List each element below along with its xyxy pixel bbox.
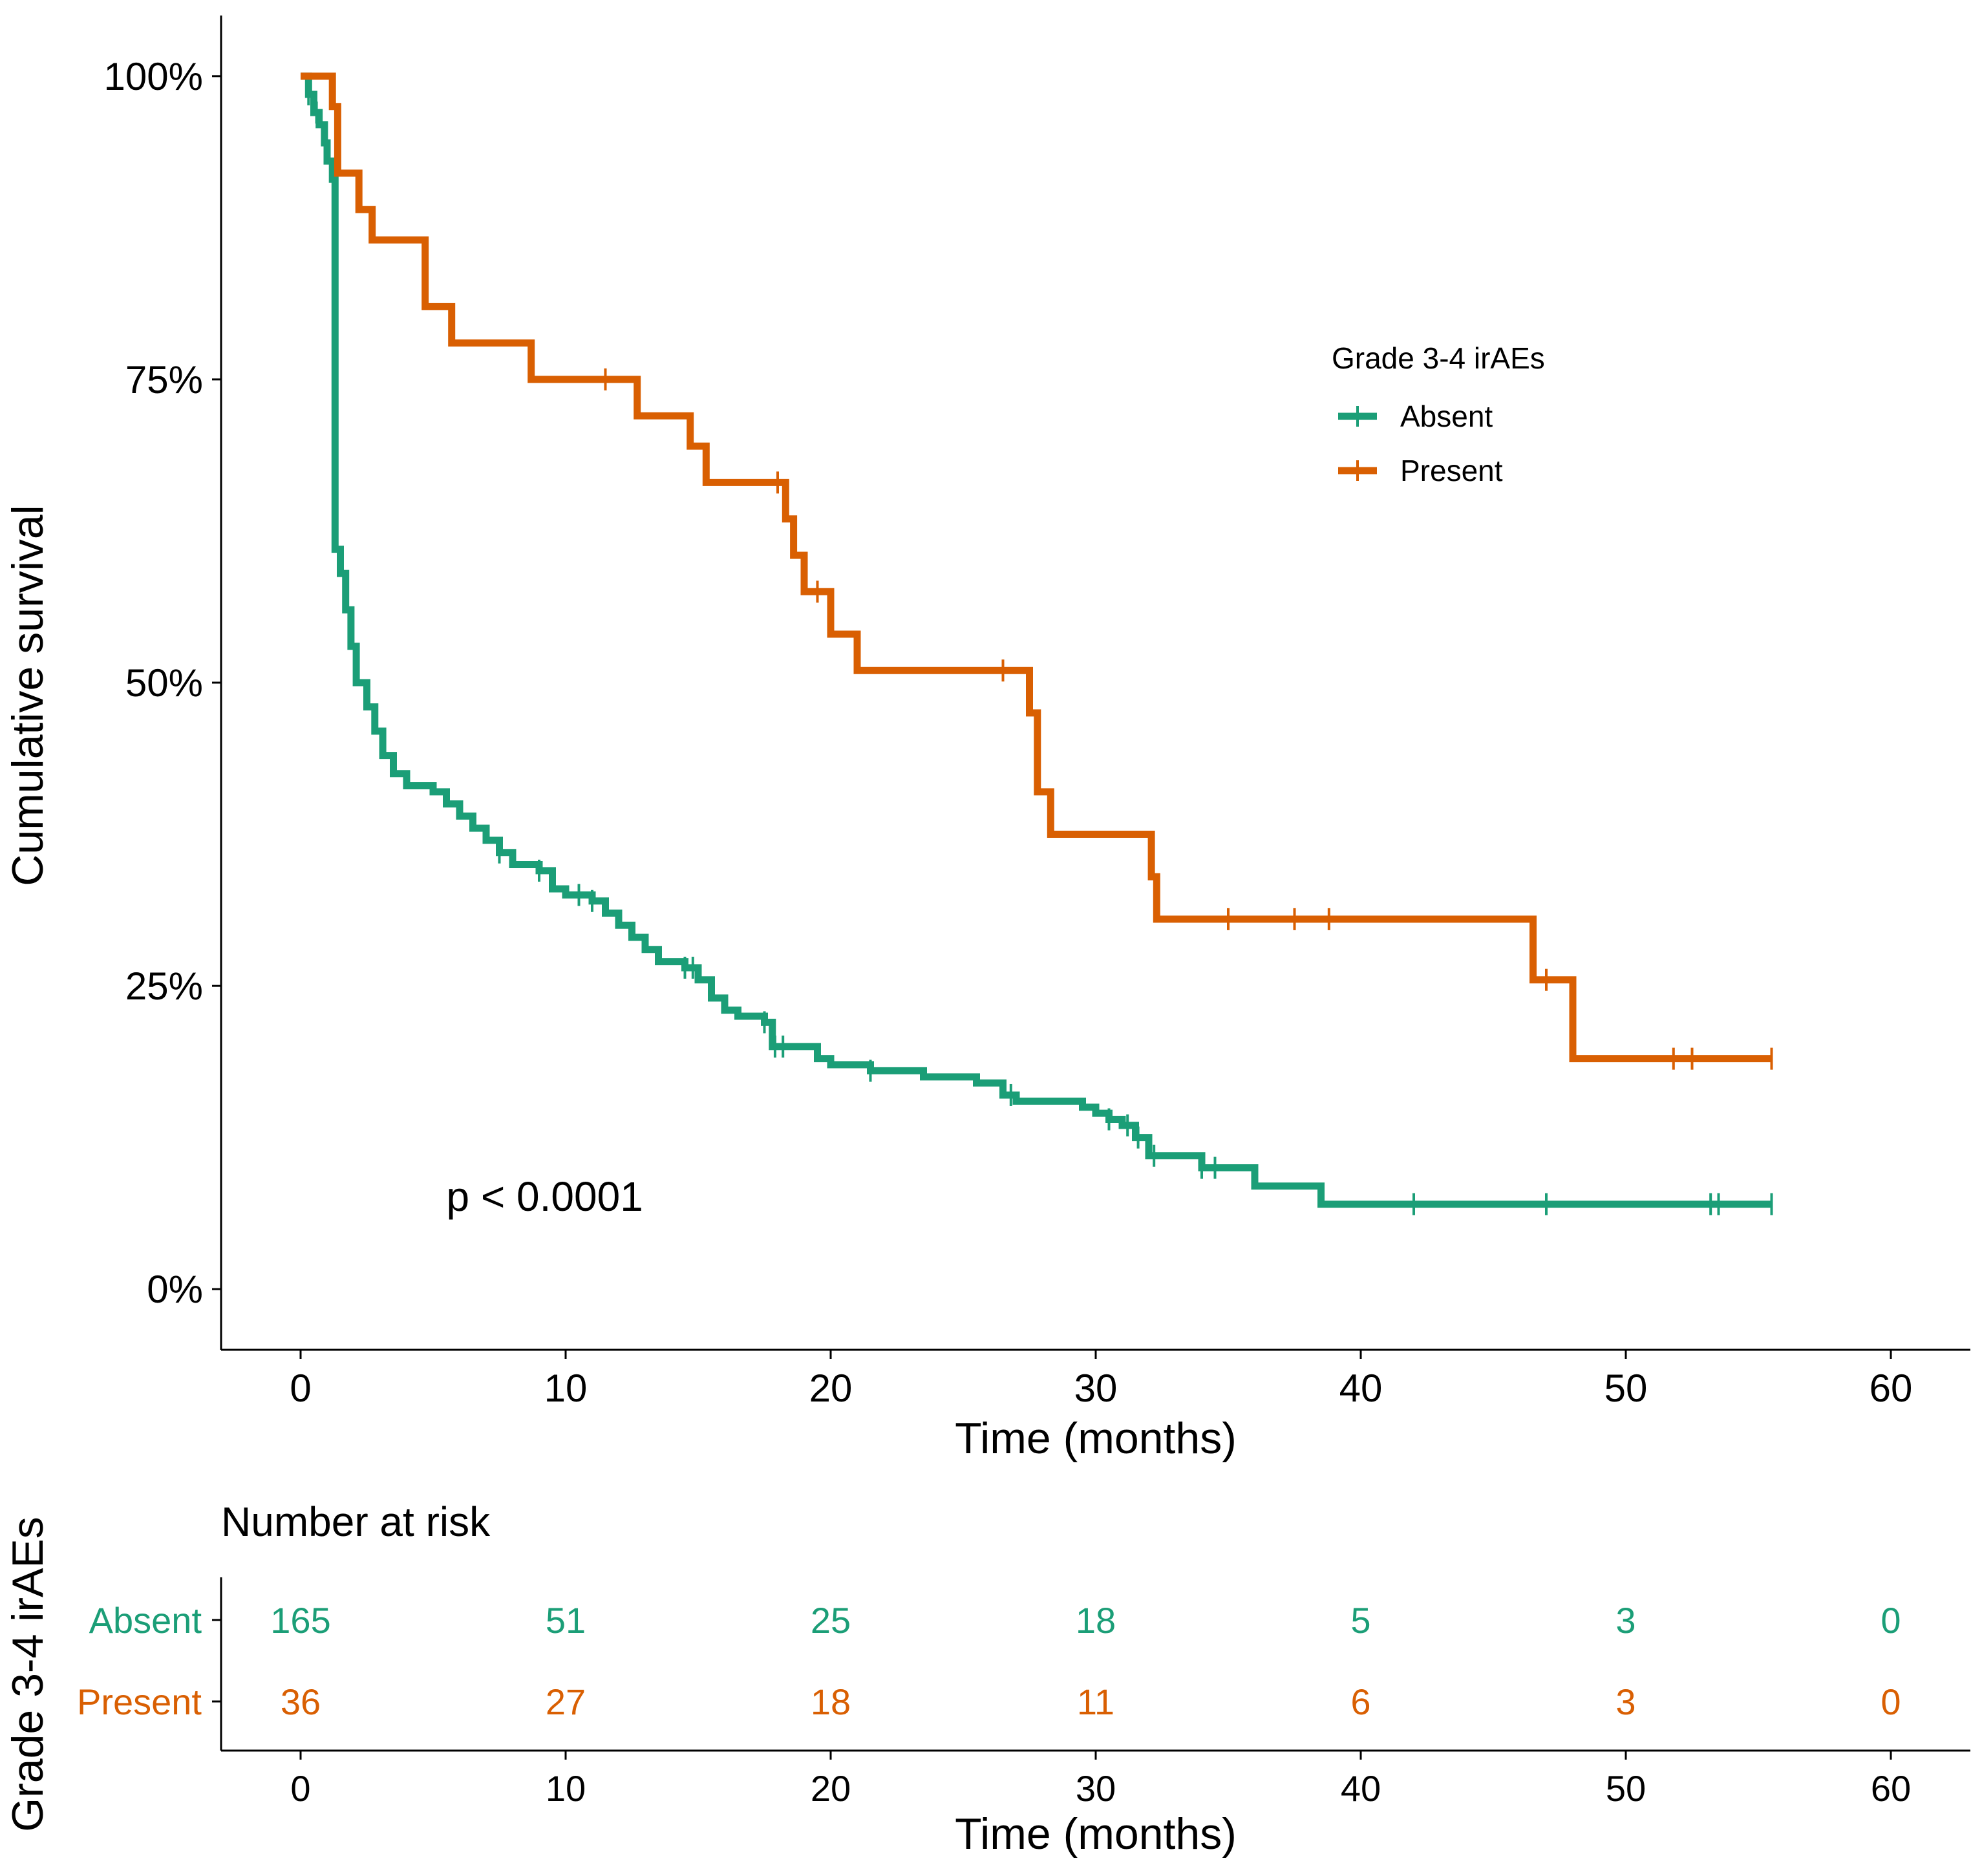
risk-count: 3 [1615,1600,1636,1641]
risk-count: 0 [1881,1600,1901,1641]
risk-count: 3 [1615,1681,1636,1722]
risk-count: 5 [1350,1600,1370,1641]
risk-row-present: Present 36 27 18 11 6 3 0 [77,1681,1901,1722]
risk-count: 0 [1881,1681,1901,1722]
y-tick-label: 100% [104,55,203,98]
survival-curves [301,72,1773,1215]
risk-x-ticks: 0 10 20 30 40 50 60 [290,1751,1911,1809]
risk-count: 27 [546,1681,586,1722]
risk-y-axis-title: Grade 3-4 irAEs [3,1517,52,1832]
main-y-axis-title: Cumulative survival [3,505,52,886]
main-y-ticks: 0% 25% 50% 75% 100% [104,55,221,1311]
x-tick-label: 60 [1870,1367,1913,1410]
survival-curve-absent [301,72,1772,1208]
survival-curve-present [301,72,1772,1063]
risk-count: 165 [270,1600,330,1641]
risk-row-label: Present [77,1681,202,1722]
risk-x-tick-label: 30 [1076,1768,1116,1809]
risk-x-tick-label: 40 [1341,1768,1381,1809]
risk-count: 25 [811,1600,851,1641]
legend: Grade 3-4 irAEs Absent Present [1332,341,1545,487]
risk-count: 11 [1077,1681,1114,1722]
x-tick-label: 30 [1074,1367,1118,1410]
legend-items: Absent Present [1338,400,1503,487]
legend-title: Grade 3-4 irAEs [1332,341,1545,375]
risk-x-tick-label: 20 [811,1768,851,1809]
x-tick-label: 40 [1339,1367,1383,1410]
main-plot-axes: 0% 25% 50% 75% 100% 0 10 20 30 40 50 60 [104,16,1970,1410]
x-tick-label: 20 [809,1367,853,1410]
risk-table-rows: Absent 165 51 25 18 5 3 0 Present 36 27 18 11 6 3 0 [77,1600,1901,1722]
main-x-ticks: 0 10 20 30 40 50 60 [290,1350,1912,1410]
x-tick-label: 10 [544,1367,588,1410]
risk-table-title: Number at risk [221,1498,491,1545]
y-tick-label: 75% [125,358,203,401]
risk-count: 18 [1076,1600,1116,1641]
risk-count: 51 [546,1600,586,1641]
y-tick-label: 0% [147,1268,203,1311]
risk-x-tick-label: 0 [290,1768,310,1809]
risk-count: 36 [281,1681,321,1722]
p-value-annotation: p < 0.0001 [447,1173,643,1220]
risk-x-axis-title: Time (months) [955,1809,1237,1859]
risk-row-absent: Absent 165 51 25 18 5 3 0 [89,1600,1901,1641]
main-x-axis-title: Time (months) [955,1414,1237,1463]
risk-count: 6 [1350,1681,1370,1722]
x-tick-label: 50 [1604,1367,1648,1410]
legend-label-absent: Absent [1400,400,1493,433]
risk-x-tick-label: 10 [546,1768,586,1809]
risk-count: 18 [811,1681,851,1722]
risk-row-label: Absent [89,1600,202,1641]
y-tick-label: 25% [125,965,203,1008]
y-tick-label: 50% [125,661,203,705]
risk-x-tick-label: 50 [1606,1768,1646,1809]
risk-x-tick-label: 60 [1871,1768,1911,1809]
x-tick-label: 0 [290,1367,311,1410]
legend-label-present: Present [1400,454,1503,487]
risk-table: Number at risk Absent 165 51 25 18 5 3 0Present… [3,1498,1970,1859]
